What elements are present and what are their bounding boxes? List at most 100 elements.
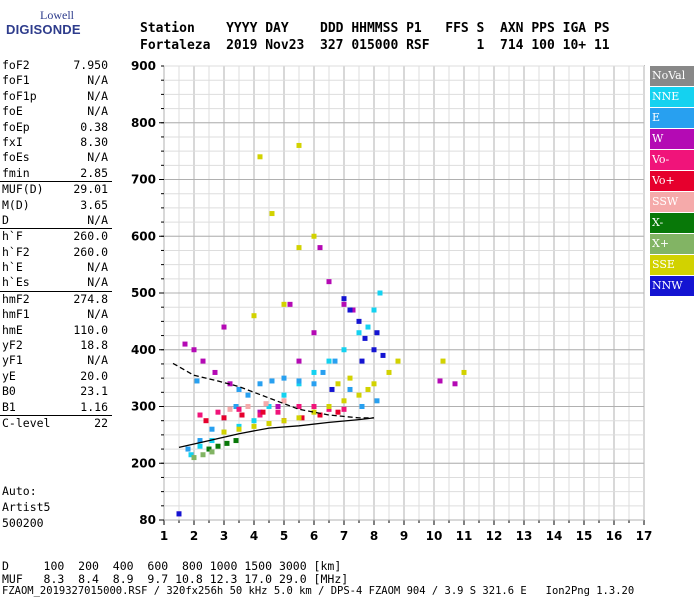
echo-point [269, 211, 275, 217]
echo-point [257, 154, 263, 160]
param-row: M(D) 3.65 [0, 198, 112, 213]
echo-point [365, 324, 371, 330]
echo-point [317, 245, 323, 251]
param-value: 23.1 [80, 384, 108, 399]
param-value: 8.30 [80, 134, 108, 149]
echo-point [317, 412, 323, 418]
y-tick-label: 500 [131, 286, 156, 300]
echo-point [281, 375, 287, 381]
echo-point [296, 378, 302, 384]
echo-point [437, 378, 443, 384]
y-tick-label: 300 [131, 400, 156, 414]
x-tick-label: 13 [516, 529, 533, 543]
echo-point [296, 404, 302, 409]
echo-point [326, 406, 332, 412]
autoscaler-name: Artist5 [2, 500, 51, 514]
logo-lowell-text: Lowell [40, 8, 74, 22]
autoscaler-version: 500200 [2, 516, 44, 530]
param-value: 18.8 [80, 338, 108, 353]
param-row: foF2 7.950 [0, 58, 112, 73]
echo-point [326, 279, 332, 285]
x-tick-label: 12 [486, 529, 503, 543]
echo-point [329, 386, 335, 392]
param-label: foF2 [2, 58, 30, 72]
x-tick-label: 16 [606, 529, 623, 543]
echo-point [296, 358, 302, 364]
echo-point [233, 438, 239, 444]
param-value: N/A [87, 307, 108, 322]
param-row: yF2 18.8 [0, 338, 112, 353]
echo-point [281, 301, 287, 307]
footer-distance-line: D 100 200 400 600 800 1000 1500 3000 [km… [2, 559, 342, 573]
x-tick-label: 14 [546, 529, 563, 543]
echo-point [341, 296, 347, 302]
echo-point [269, 378, 275, 384]
param-label: foF1p [2, 88, 37, 103]
echo-point [245, 392, 251, 398]
param-value: N/A [87, 353, 108, 368]
echo-point [263, 401, 269, 407]
echo-point [374, 330, 380, 336]
electron-density-profile-line [178, 417, 375, 449]
echo-point [380, 352, 386, 358]
footer-file-info: FZAOM_2019327015000.RSF / 320fx256h 50 k… [2, 585, 635, 597]
param-value: N/A [87, 260, 108, 275]
echo-point [281, 418, 287, 424]
param-row: h`F2 260.0 [0, 245, 112, 260]
echo-point [341, 406, 347, 412]
x-tick-label: 7 [340, 529, 348, 543]
x-tick-label: 5 [280, 529, 288, 543]
echo-point [236, 423, 242, 429]
footer-muf-line: MUF 8.3 8.4 8.9 9.7 10.8 12.3 17.0 29.0 … [2, 572, 349, 586]
echo-point [215, 409, 221, 415]
param-row: hmE 110.0 [0, 323, 112, 338]
param-label: foE [2, 104, 23, 119]
echo-point [257, 412, 263, 418]
model-trace-line [172, 362, 374, 419]
param-label: C-level [2, 415, 51, 430]
echo-point [311, 330, 317, 336]
echo-point [197, 438, 203, 444]
echo-point [395, 358, 401, 364]
echo-point [266, 421, 272, 427]
echo-point [257, 409, 263, 415]
param-row: h`F 260.0 [0, 228, 112, 244]
echo-point [239, 412, 245, 418]
y-tick-label: 700 [131, 173, 156, 187]
echo-point [311, 381, 317, 387]
echo-point [251, 418, 257, 424]
x-tick-label: 2 [190, 529, 198, 543]
echo-point [341, 301, 347, 307]
logo-digisonde-text: DIGISONDE [6, 22, 81, 37]
echo-point [356, 330, 362, 336]
param-value: 22 [94, 415, 108, 430]
param-value: 260.0 [73, 244, 108, 259]
echo-point [236, 406, 242, 412]
echo-point [299, 415, 305, 421]
echo-point [341, 398, 347, 404]
param-row: h`Es N/A [0, 275, 112, 290]
echo-point [335, 381, 341, 387]
echo-point [251, 313, 257, 319]
y-tick-label: 200 [131, 456, 156, 470]
param-row: foF1p N/A [0, 89, 112, 104]
y-tick-label: 800 [131, 116, 156, 130]
param-row: fxI 8.30 [0, 135, 112, 150]
echo-point [185, 446, 191, 452]
echo-point [191, 455, 197, 461]
y-tick-label: 400 [131, 343, 156, 357]
echo-point [257, 381, 263, 387]
station-header-values: Fortaleza 2019 Nov23 327 015000 RSF 1 71… [140, 38, 610, 53]
echo-point [227, 381, 233, 387]
param-value: 0.38 [80, 119, 108, 134]
echo-point [371, 347, 377, 353]
param-label: hmF1 [2, 307, 30, 322]
param-label: B1 [2, 399, 16, 414]
legend-item-x-: X+ [650, 234, 694, 254]
param-label: foF1 [2, 73, 30, 88]
echo-point [461, 369, 467, 375]
param-value: 260.0 [73, 229, 108, 244]
param-label: h`F [2, 229, 23, 244]
param-label: B0 [2, 384, 16, 399]
